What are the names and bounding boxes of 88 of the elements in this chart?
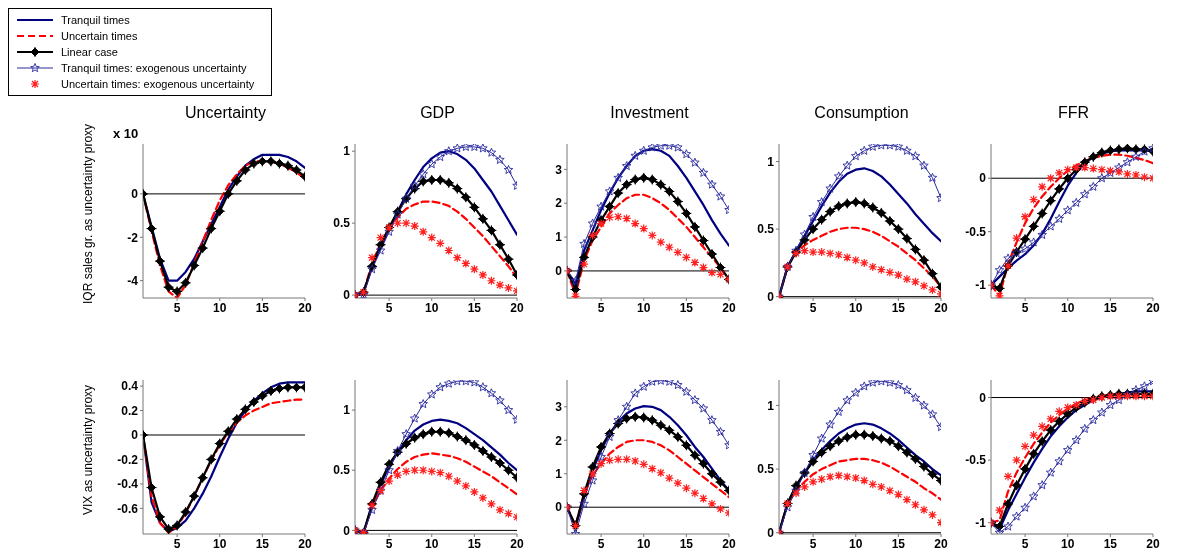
x-tick-label: 20 [1146, 300, 1160, 315]
x-tick-label: 5 [809, 536, 817, 550]
y-tick-label: -0.5 [965, 224, 987, 239]
x-tick-label: 15 [467, 300, 482, 315]
x-tick-label: 5 [385, 300, 393, 315]
x-tick-label: 5 [1021, 536, 1029, 550]
legend-label: Tranquil times [61, 14, 130, 26]
x-tick-label: 20 [934, 300, 948, 315]
x-tick-label: 20 [722, 536, 736, 550]
x-tick-label: 20 [510, 300, 524, 315]
x-tick-label: 15 [1103, 536, 1118, 550]
x-tick-label: 20 [722, 300, 736, 315]
y-tick-label: -1 [975, 515, 987, 530]
y-tick-label: -2 [127, 230, 139, 245]
x-tick-label: 15 [679, 536, 694, 550]
chart-title: Uncertainty [185, 104, 266, 121]
x-tick-label: 15 [467, 536, 482, 550]
y-tick-label: 1 [767, 398, 775, 413]
x-tick-label: 10 [425, 300, 439, 315]
x-tick-label: 20 [510, 536, 524, 550]
y-tick-label: 3 [555, 162, 563, 177]
x-tick-label: 20 [298, 536, 312, 550]
y-tick-label: 0 [343, 523, 351, 538]
legend-label: Uncertain times: exogenous uncertainty [61, 78, 255, 90]
y-axis-title: IQR sales gr. as uncertainty proxy [81, 122, 95, 307]
y-tick-label: 0 [555, 264, 563, 279]
x-tick-label: 15 [679, 300, 694, 315]
y-tick-label: 0 [131, 428, 139, 443]
y-tick-label: 1 [555, 467, 563, 481]
x-tick-label: 10 [849, 300, 863, 315]
x-tick-label: 10 [213, 300, 227, 315]
x-tick-label: 5 [597, 536, 605, 550]
x-tick-label: 10 [637, 536, 651, 550]
y-tick-label: 0 [555, 500, 563, 515]
y-tick-label: 0.2 [121, 403, 139, 418]
y-tick-label: 0.5 [757, 462, 775, 477]
y-tick-label: 1 [555, 230, 563, 245]
chart-title: FFR [1057, 104, 1090, 121]
y-tick-label: 0.4 [121, 379, 139, 394]
x-tick-label: 20 [1146, 536, 1160, 550]
y-tick-label: 1 [343, 403, 351, 418]
y-tick-label: -1 [975, 278, 987, 293]
x-tick-label: 5 [385, 536, 393, 550]
x-tick-label: 10 [213, 536, 227, 550]
x-tick-label: 5 [597, 300, 605, 315]
y-tick-label: 2 [555, 433, 563, 448]
y-tick-label: -0.2 [117, 452, 139, 467]
chart-title: Consumption [814, 104, 909, 121]
chart-title: GDP [420, 104, 455, 121]
x-tick-label: 5 [809, 300, 817, 315]
x-tick-label: 10 [425, 536, 439, 550]
y-tick-label: 0 [131, 187, 139, 202]
x-tick-label: 15 [255, 300, 270, 315]
x-tick-label: 15 [891, 536, 906, 550]
y-tick-label: 1 [767, 154, 775, 169]
y-tick-label: 0.5 [757, 222, 775, 237]
x-tick-label: 10 [637, 300, 651, 315]
x-tick-label: 15 [1103, 300, 1118, 315]
y-tick-label: 0 [979, 390, 987, 405]
x-tick-label: 20 [298, 300, 312, 315]
legend-label: Tranquil times: exogenous uncertainty [61, 62, 247, 74]
y-tick-label: -0.5 [965, 453, 987, 468]
x-tick-label: 10 [1061, 300, 1075, 315]
y-tick-label: 0 [979, 171, 987, 186]
legend-label: Uncertain times [61, 30, 138, 42]
y-tick-label: 0 [767, 525, 775, 540]
x-tick-label: 10 [849, 536, 863, 550]
y-tick-label: 3 [555, 400, 563, 415]
x-tick-label: 10 [1061, 536, 1075, 550]
y-tick-label: -0.6 [117, 501, 139, 516]
x-tick-label: 20 [934, 536, 948, 550]
y-tick-label: 0.5 [333, 463, 351, 478]
legend-label: Linear case [61, 46, 118, 58]
y-tick-label: 0 [343, 288, 351, 303]
x-tick-label: 5 [173, 300, 181, 315]
x-tick-label: 5 [173, 536, 181, 550]
text: x 10 [113, 126, 139, 141]
y-tick-label: 0 [767, 289, 775, 304]
y-tick-label: -0.4 [117, 477, 139, 492]
y-tick-label: -4 [127, 273, 139, 288]
x-tick-label: 5 [1021, 300, 1029, 315]
x-tick-label: 15 [891, 300, 906, 315]
y-tick-label: 0.5 [333, 216, 351, 231]
x-tick-label: 15 [255, 536, 270, 550]
y-tick-label: 1 [343, 144, 351, 159]
y-tick-label: 2 [555, 196, 563, 211]
y-axis-title: VIX as uncertainty proxy [81, 383, 95, 518]
chart-title: Investment [610, 104, 689, 121]
